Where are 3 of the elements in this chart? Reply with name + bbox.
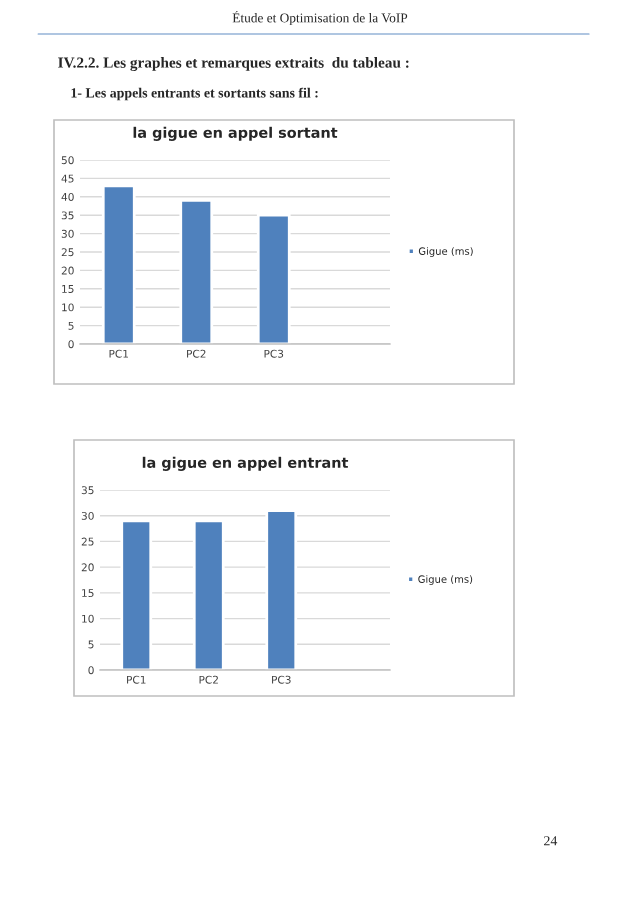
bar	[179, 199, 214, 344]
bar	[101, 184, 136, 344]
bar	[256, 213, 291, 344]
